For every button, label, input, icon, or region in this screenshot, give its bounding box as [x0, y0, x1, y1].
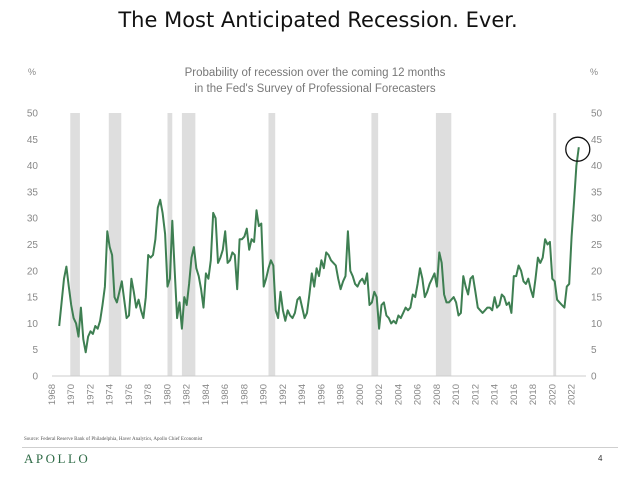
x-tick-label: 1998	[336, 384, 347, 405]
y-unit-right: %	[590, 67, 598, 77]
y-tick-label-left: 10	[27, 319, 39, 330]
x-tick-label: 2016	[509, 384, 520, 405]
recession-band-0	[70, 113, 80, 376]
x-tick-label: 1972	[85, 384, 96, 405]
y-tick-label-right: 30	[591, 214, 603, 225]
x-tick-label: 2004	[393, 384, 404, 405]
y-tick-label-left: 35	[27, 187, 39, 198]
y-tick-label-left: 45	[27, 135, 39, 146]
y-tick-label-right: 35	[591, 187, 603, 198]
y-tick-label-left: 5	[32, 345, 38, 356]
x-tick-label: 1982	[182, 384, 193, 405]
y-tick-label-left: 40	[27, 161, 39, 172]
recession-band-7	[553, 113, 557, 376]
x-tick-label: 2012	[470, 384, 481, 405]
series-line-recession-probability	[58, 147, 580, 354]
x-tick-label: 1978	[143, 384, 154, 405]
y-tick-label-left: 0	[32, 372, 38, 383]
x-tick-label: 1980	[162, 384, 173, 405]
chart-subtitle-line2: in the Fed's Survey of Professional Fore…	[194, 83, 435, 95]
x-tick-label: 2014	[490, 384, 501, 405]
y-tick-label-right: 45	[591, 135, 603, 146]
x-tick-label: 2010	[451, 384, 462, 405]
recession-band-5	[371, 113, 379, 376]
x-tick-label: 2006	[413, 384, 424, 405]
x-tick-label: 1994	[297, 384, 308, 405]
apollo-logo: APOLLO	[24, 451, 91, 466]
y-tick-label-left: 20	[27, 266, 39, 277]
y-tick-label-right: 40	[591, 161, 603, 172]
x-tick-label: 2018	[528, 384, 539, 405]
recession-band-6	[435, 113, 452, 376]
recession-band-1	[108, 113, 122, 376]
y-tick-label-left: 15	[27, 293, 39, 304]
x-tick-label: 1976	[124, 384, 135, 405]
y-tick-label-right: 20	[591, 266, 603, 277]
footer-divider	[22, 447, 618, 448]
y-tick-label-right: 0	[591, 372, 597, 383]
x-tick-label: 1970	[66, 384, 77, 405]
y-tick-label-right: 5	[591, 345, 597, 356]
recession-band-2	[167, 113, 173, 376]
x-tick-label: 1996	[316, 384, 327, 405]
x-axis-labels: 1968 1970 1972 1974 1976 1978 1980 1982 1984 1986…	[47, 384, 578, 405]
recession-band-3	[181, 113, 196, 376]
x-tick-label: 1984	[201, 384, 212, 405]
x-tick-label: 1968	[47, 384, 58, 405]
x-tick-label: 2022	[567, 384, 578, 405]
y-unit-left: %	[28, 67, 36, 77]
x-tick-label: 1992	[278, 384, 289, 405]
x-tick-label: 1974	[105, 384, 116, 405]
y-tick-label-left: 50	[27, 109, 39, 120]
x-tick-label: 2020	[547, 384, 558, 405]
x-tick-label: 1986	[220, 384, 231, 405]
x-tick-label: 1988	[239, 384, 250, 405]
y-tick-label-right: 50	[591, 109, 603, 120]
x-tick-label: 2008	[432, 384, 443, 405]
x-tick-label: 2000	[355, 384, 366, 405]
x-tick-label: 1990	[259, 384, 270, 405]
y-tick-label-right: 15	[591, 293, 603, 304]
page-number: 4	[598, 454, 603, 463]
y-axis-left-labels: 0 5 10 15 20 25 30 35 40 45 50	[27, 109, 39, 383]
recession-bands	[70, 113, 557, 376]
y-axis-right-labels: 0 5 10 15 20 25 30 35 40 45 50	[591, 109, 603, 383]
y-tick-label-left: 25	[27, 240, 39, 251]
y-tick-label-right: 10	[591, 319, 603, 330]
y-tick-label-left: 30	[27, 214, 39, 225]
latest-value-highlight-circle	[565, 136, 591, 162]
page-title: The Most Anticipated Recession. Ever.	[118, 8, 518, 32]
source-note: Source: Federal Reserve Bank of Philadel…	[24, 437, 203, 442]
chart-subtitle-line1: Probability of recession over the coming…	[185, 67, 446, 79]
recession-band-4	[268, 113, 276, 376]
x-tick-label: 2002	[374, 384, 385, 405]
y-tick-label-right: 25	[591, 240, 603, 251]
